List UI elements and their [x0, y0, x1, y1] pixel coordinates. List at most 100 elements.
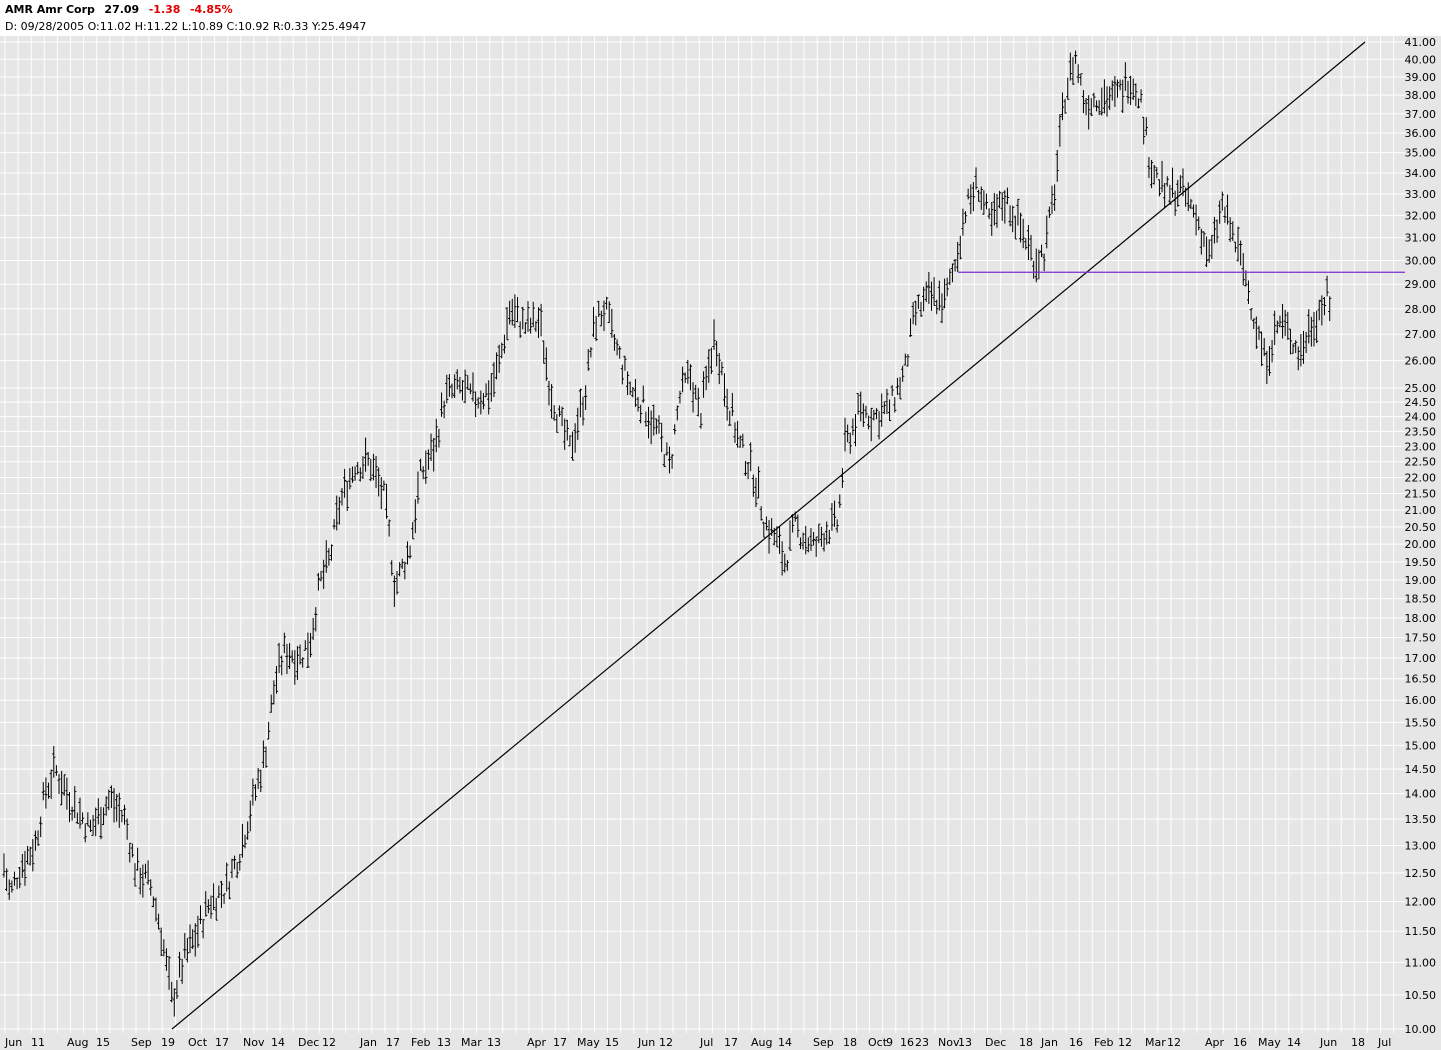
ohlc-bar — [963, 211, 968, 224]
ohlc-bar — [411, 521, 415, 540]
ohlc-bar — [86, 812, 90, 827]
ohlc-bar — [327, 548, 331, 566]
ohlc-bar — [832, 500, 837, 527]
ohlc-bar — [1186, 182, 1190, 212]
ohlc-bar — [28, 846, 32, 866]
ohlc-bar — [969, 184, 973, 215]
ohlc-bar — [654, 418, 658, 435]
ohlc-bar — [217, 885, 221, 899]
ohlc-bar — [395, 571, 399, 595]
ohlc-bar — [1021, 218, 1025, 249]
ohlc-bar — [919, 301, 923, 317]
y-tick-label: 20.00 — [1405, 538, 1437, 551]
y-tick-label: 33.00 — [1405, 188, 1437, 201]
ohlc-bar — [1013, 215, 1017, 240]
ohlc-bar — [927, 271, 931, 304]
ohlc-bar — [1011, 205, 1015, 233]
ohlc-bar — [280, 655, 284, 676]
ohlc-bar — [691, 382, 695, 413]
x-tick-label: Jul — [699, 1036, 713, 1049]
ohlc-bar — [371, 453, 376, 481]
last-price: 27.09 — [104, 3, 140, 16]
x-tick-label: 11 — [31, 1036, 45, 1049]
ohlc-bar — [720, 361, 724, 376]
ohlc-bar — [929, 281, 934, 311]
ohlc-bar — [1165, 176, 1169, 187]
ohlc-bar — [662, 454, 666, 468]
ohlc-bar — [198, 905, 203, 924]
ohlc-bar — [67, 792, 72, 823]
ohlc-bar — [715, 340, 719, 367]
x-tick-label: 17 — [386, 1036, 400, 1049]
x-tick-label: Dec — [985, 1036, 1006, 1049]
x-tick-label: Oct — [188, 1036, 208, 1049]
ohlc-bar — [154, 897, 158, 922]
x-tick-label: Jun — [637, 1036, 655, 1049]
ohlc-bar — [636, 396, 640, 412]
ohlc-bar — [885, 388, 889, 415]
ohlc-bar — [1231, 221, 1235, 241]
x-tick-label: 15 — [96, 1036, 110, 1049]
x-tick-label: 12 — [1118, 1036, 1132, 1049]
ohlc-bar — [701, 371, 706, 398]
ohlc-bar — [1168, 184, 1172, 205]
ohlc-bar — [7, 879, 11, 900]
ohlc-bar — [479, 390, 483, 415]
x-tick-label: 16 — [1233, 1036, 1247, 1049]
ohlc-bar — [1252, 318, 1256, 329]
ohlc-bar — [1170, 167, 1175, 198]
ohlc-bar — [476, 397, 480, 409]
ohlc-bar — [348, 468, 352, 490]
x-tick-label: Feb — [1094, 1036, 1113, 1049]
ohlc-bar — [222, 893, 226, 904]
ohlc-bar — [1131, 78, 1135, 101]
ohlc-bar — [405, 541, 410, 565]
ohlc-bar — [597, 300, 601, 317]
ohlc-bar — [1181, 168, 1185, 197]
ohlc-bar — [602, 300, 606, 331]
x-tick-label: 13 — [958, 1036, 972, 1049]
ohlc-bar — [398, 562, 402, 577]
ohlc-bar — [1126, 80, 1130, 104]
y-tick-label: 28.00 — [1405, 303, 1437, 316]
ohlc-bar — [840, 467, 844, 488]
ohlc-bar — [1042, 253, 1046, 272]
ohlc-bar — [350, 466, 355, 483]
ohlc-bar — [817, 523, 821, 544]
ohlc-bar — [497, 344, 501, 373]
price-chart[interactable]: 10.00 10.50 11.00 11.50 12.00 12.50 13.00 13.50… — [0, 36, 1441, 1050]
ohlc-bar — [484, 383, 488, 398]
x-tick-label: 14 — [778, 1036, 792, 1049]
x-tick-label: 18 — [1351, 1036, 1365, 1049]
ohlc-bar — [1225, 194, 1230, 225]
ohlc-bar — [1102, 79, 1106, 114]
ohlc-bar — [437, 428, 441, 448]
y-tick-label: 31.00 — [1405, 232, 1437, 245]
ohlc-bar — [1317, 299, 1321, 321]
ohlc-bar — [413, 499, 417, 534]
ohlc-bar — [149, 879, 153, 896]
ohlc-bar — [1115, 79, 1120, 98]
ohlc-bar — [680, 366, 685, 393]
ohlc-bar — [474, 391, 478, 418]
ohlc-bar — [505, 307, 509, 341]
y-tick-label: 18.50 — [1405, 593, 1437, 606]
y-tick-label: 14.00 — [1405, 788, 1437, 801]
ohlc-bar — [856, 393, 860, 415]
ohlc-bar — [107, 789, 111, 811]
ohlc-bar — [340, 487, 344, 506]
ohlc-bar — [1129, 75, 1133, 105]
ohlc-bar — [1034, 248, 1038, 283]
ohlc-bar — [426, 449, 431, 470]
ohlc-bar — [911, 302, 915, 325]
ohlc-bar — [1202, 231, 1206, 247]
y-tick-label: 10.50 — [1405, 989, 1437, 1002]
ohlc-bar — [953, 259, 957, 272]
ohlc-bar — [1060, 92, 1065, 121]
ohlc-bar — [704, 365, 708, 391]
x-tick-label: 19 — [161, 1036, 175, 1049]
ohlc-bar — [287, 643, 292, 670]
ohlc-bar — [136, 847, 140, 871]
ohlc-bar — [1018, 212, 1023, 243]
ohlc-bar — [1312, 312, 1316, 347]
